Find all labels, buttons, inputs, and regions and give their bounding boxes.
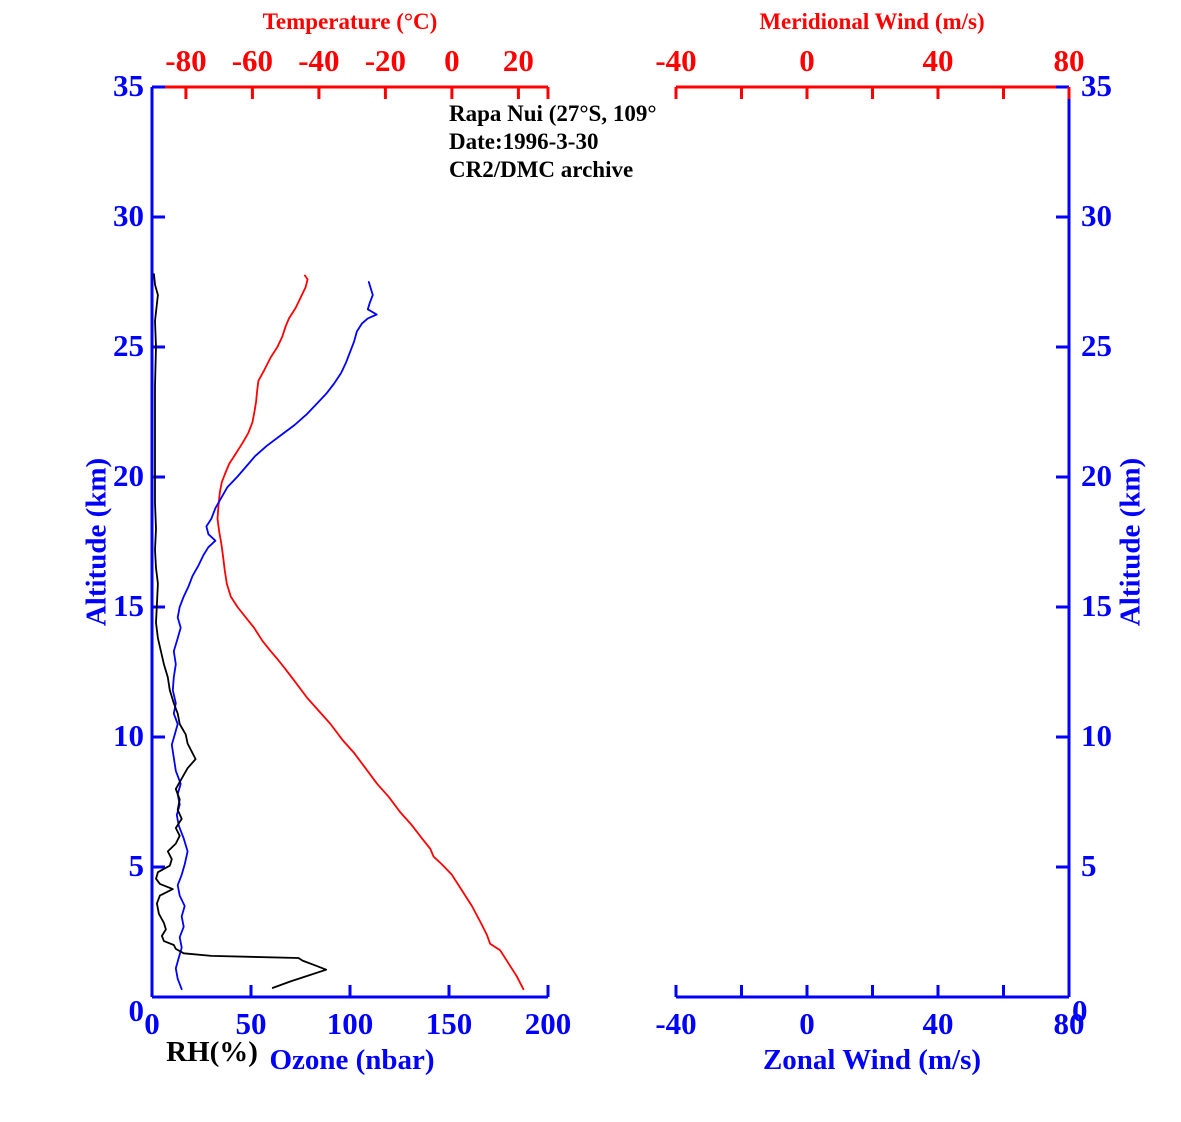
temperature-tick-label: 20 (503, 43, 534, 78)
altitude-axis-title-left: Altitude (km) (80, 457, 113, 627)
concentration-tick-label: 0 (144, 1006, 160, 1041)
meridional-wind-tick-label: -40 (655, 43, 696, 78)
concentration-tick-label: 100 (327, 1006, 374, 1041)
annotation-archive: CR2/DMC archive (449, 157, 634, 182)
temperature-tick-label: -60 (232, 43, 273, 78)
ozone-axis-title: Ozone (nbar) (269, 1044, 435, 1076)
annotation-date: Date:1996-3-30 (449, 129, 599, 154)
meridional-wind-tick-label: 40 (923, 43, 954, 78)
temperature-tick-label: -80 (165, 43, 206, 78)
concentration-tick-label: 50 (236, 1006, 267, 1041)
rh-axis-title: RH(%) (166, 1036, 258, 1068)
zonal-wind-tick-label: -40 (655, 1006, 696, 1041)
meridional-wind-axis-title: Meridional Wind (m/s) (759, 9, 985, 34)
altitude-tick-label: 20 (1081, 458, 1112, 493)
concentration-tick-label: 150 (426, 1006, 473, 1041)
ozone-curve (170, 281, 378, 991)
temperature-tick-label: -40 (298, 43, 339, 78)
altitude-tick-label: 10 (113, 718, 144, 753)
zonal-wind-tick-label: 40 (923, 1006, 954, 1041)
rh-curve (153, 273, 328, 989)
altitude-tick-label: 30 (113, 198, 144, 233)
altitude-tick-label: 5 (129, 848, 145, 883)
altitude-tick-label: 0 (1072, 993, 1088, 1028)
altitude-tick-label: 5 (1081, 848, 1097, 883)
zonal-wind-tick-label: 0 (799, 1006, 815, 1041)
temperature-axis-title: Temperature (°C) (262, 9, 438, 34)
concentration-tick-label: 200 (525, 1006, 572, 1041)
temperature-tick-label: 0 (444, 43, 460, 78)
altitude-tick-label: 25 (113, 328, 144, 363)
altitude-tick-label: 20 (113, 458, 144, 493)
meridional-wind-tick-label: 80 (1054, 43, 1085, 78)
annotation-station: Rapa Nui (27°S, 109° (449, 101, 657, 126)
meridional-wind-tick-label: 0 (799, 43, 815, 78)
zonal-wind-axis-title: Zonal Wind (m/s) (762, 1044, 982, 1076)
temperature-tick-label: -20 (365, 43, 406, 78)
zonal-wind-tick-label: 80 (1054, 1006, 1085, 1041)
altitude-tick-label: 0 (129, 993, 145, 1028)
altitude-tick-label: 30 (1081, 198, 1112, 233)
temperature-curve (216, 274, 525, 991)
annotation-block: Rapa Nui (27°S, 109° Date:1996-3-30 CR2/… (449, 100, 657, 184)
altitude-tick-label: 10 (1081, 718, 1112, 753)
altitude-tick-label: 25 (1081, 328, 1112, 363)
altitude-axis-title-right: Altitude (km) (1114, 457, 1147, 627)
altitude-tick-label: 15 (113, 588, 144, 623)
altitude-tick-label: 15 (1081, 588, 1112, 623)
altitude-tick-label: 35 (1081, 68, 1112, 103)
altitude-tick-label: 35 (113, 68, 144, 103)
